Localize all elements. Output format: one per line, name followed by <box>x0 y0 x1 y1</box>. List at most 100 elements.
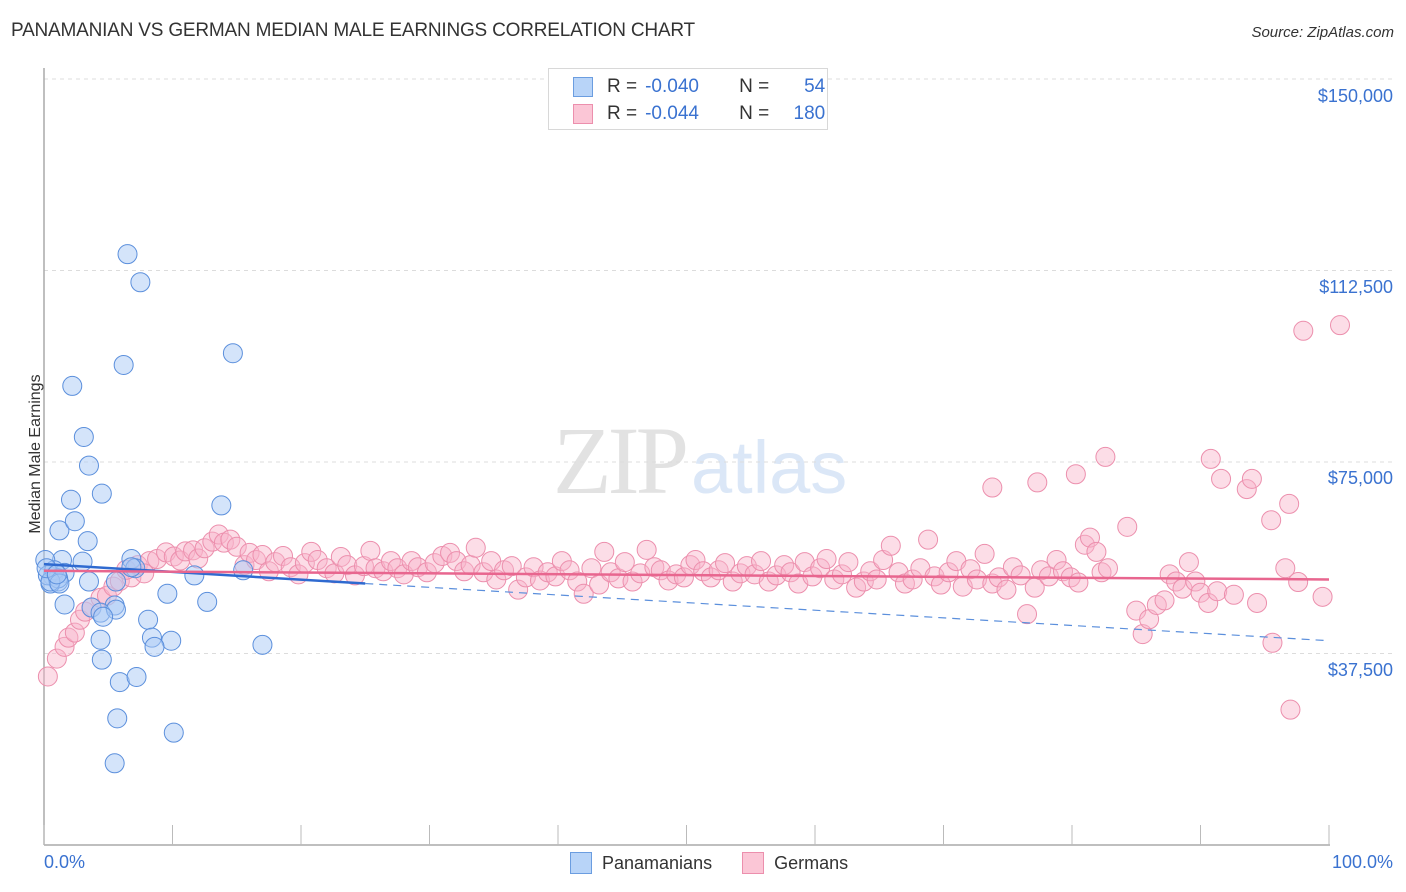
data-point-german <box>407 557 428 578</box>
data-point-german <box>960 559 981 580</box>
data-point-german <box>685 550 706 571</box>
y-tick-112500: $112,500 <box>1319 277 1393 297</box>
data-point-german <box>1211 468 1232 489</box>
data-point-german <box>473 562 494 583</box>
data-point-panamanian <box>197 591 218 612</box>
legend-item-panamanians[interactable]: Panamanians <box>570 852 712 874</box>
data-point-german <box>1236 479 1257 500</box>
y-axis-label: Median Male Earnings <box>27 374 44 534</box>
data-point-german <box>440 542 461 563</box>
data-point-german <box>360 540 381 561</box>
data-point-german <box>1223 584 1244 605</box>
data-point-german <box>330 546 351 567</box>
x-tick-100: 100.0% <box>1331 852 1393 872</box>
data-point-german <box>581 558 602 579</box>
data-point-german <box>530 570 551 591</box>
data-point-german <box>880 535 901 556</box>
series-legend: Panamanians Germans <box>570 852 878 874</box>
pink-swatch-icon <box>742 852 765 874</box>
legend-item-germans[interactable]: Germans <box>742 852 848 874</box>
data-point-german <box>1097 558 1118 579</box>
data-point-panamanian <box>73 426 94 447</box>
data-point-german <box>46 648 67 669</box>
data-point-german <box>1275 558 1296 579</box>
data-point-panamanian <box>93 606 114 627</box>
data-point-german <box>1261 510 1282 531</box>
data-point-panamanian <box>78 455 99 476</box>
data-point-german <box>966 569 987 590</box>
x-tick-0: 0.0% <box>44 852 86 872</box>
data-point-panamanian <box>113 354 134 375</box>
data-point-german <box>673 567 694 588</box>
data-point-german <box>996 579 1017 600</box>
data-point-german <box>508 579 529 600</box>
panamanians-trend-line <box>43 562 366 585</box>
data-point-german <box>301 541 322 562</box>
data-point-german <box>622 571 643 592</box>
data-point-german <box>902 569 923 590</box>
pink-swatch-icon <box>573 104 593 124</box>
data-point-german <box>465 537 486 558</box>
data-point-panamanian <box>138 609 159 630</box>
data-point-german <box>715 553 736 574</box>
data-point-panamanian <box>60 489 81 510</box>
watermark: ZIPatlas <box>553 405 847 516</box>
data-point-panamanian <box>46 564 67 585</box>
data-point-german <box>1027 472 1048 493</box>
data-point-panamanian <box>130 272 151 293</box>
data-point-panamanian <box>163 722 184 743</box>
data-point-german <box>930 574 951 595</box>
data-point-german <box>1017 604 1038 625</box>
data-point-panamanian <box>184 565 205 586</box>
data-point-german <box>1293 320 1314 341</box>
blue-swatch-icon <box>573 77 593 97</box>
germans-points <box>37 315 1350 720</box>
data-point-panamanian <box>49 520 70 541</box>
data-point-panamanian <box>126 666 147 687</box>
stats-legend: R = -0.040 N = 54 R = -0.044 N = 180 <box>548 68 828 130</box>
data-point-panamanian <box>252 634 273 655</box>
data-point-german <box>273 545 294 566</box>
data-point-german <box>194 538 215 559</box>
data-point-german <box>1046 550 1067 571</box>
stats-row-panamanians: R = -0.040 N = 54 <box>573 75 825 99</box>
data-point-panamanian <box>91 483 112 504</box>
data-point-german <box>1178 552 1199 573</box>
data-point-german <box>838 552 859 573</box>
legend-label: Germans <box>774 852 849 873</box>
data-point-german <box>1262 632 1283 653</box>
data-point-german <box>163 546 184 567</box>
data-point-panamanian <box>54 594 75 615</box>
data-point-panamanian <box>105 571 126 592</box>
data-point-german <box>1207 581 1228 602</box>
data-point-german <box>501 556 522 577</box>
data-point-german <box>1185 571 1206 592</box>
n-label: N = <box>739 76 770 97</box>
n-label: N = <box>739 103 770 124</box>
data-point-german <box>1279 493 1300 514</box>
data-point-panamanian <box>107 708 128 729</box>
data-point-german <box>722 571 743 592</box>
data-point-german <box>37 666 58 687</box>
axes <box>43 68 1330 846</box>
data-point-panamanian <box>157 583 178 604</box>
r-value: -0.040 <box>645 76 699 97</box>
data-point-german <box>751 551 772 572</box>
data-point-german <box>816 549 837 570</box>
y-tick-150000: $150,000 <box>1317 86 1393 106</box>
germans-trend-line <box>43 569 1330 581</box>
data-point-panamanian <box>62 375 83 396</box>
data-point-panamanian <box>117 244 138 265</box>
data-point-german <box>1086 541 1107 562</box>
data-point-german <box>1074 534 1095 555</box>
data-point-german <box>1010 565 1031 586</box>
data-point-panamanian <box>161 630 182 651</box>
data-point-german <box>1065 464 1086 485</box>
stats-row-germans: R = -0.044 N = 180 <box>573 102 825 126</box>
data-point-german <box>1247 592 1268 613</box>
data-point-german <box>1312 586 1333 607</box>
blue-swatch-icon <box>570 852 592 874</box>
data-point-panamanian <box>78 571 99 592</box>
trend-lines <box>43 562 1330 642</box>
